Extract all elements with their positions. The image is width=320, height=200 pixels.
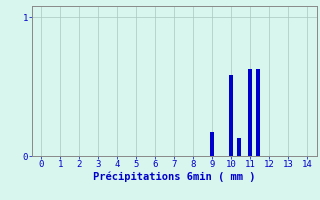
Bar [237,138,241,156]
Bar [210,132,214,156]
Bar [256,68,260,156]
Bar [248,68,252,156]
X-axis label: Précipitations 6min ( mm ): Précipitations 6min ( mm ) [93,172,256,182]
Bar [229,75,234,156]
